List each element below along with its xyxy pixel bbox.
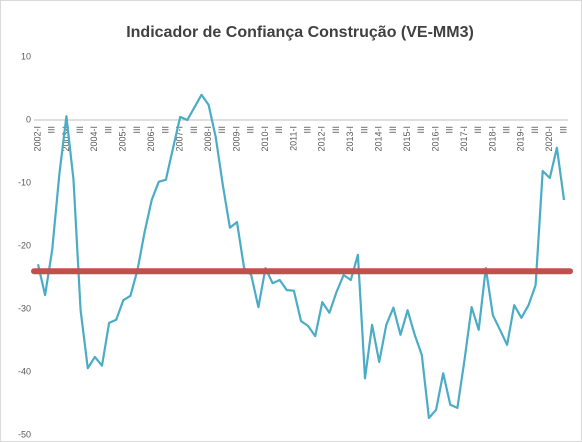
x-tick-label: III: [75, 126, 85, 134]
x-tick-label: III: [558, 126, 568, 134]
x-tick-label: 2003-I: [61, 126, 71, 152]
x-tick-label: 2006-I: [146, 126, 156, 152]
x-tick-label: 2015-I: [402, 126, 412, 152]
x-tick-label: III: [189, 126, 199, 134]
x-tick-label: 2013-I: [345, 126, 355, 152]
x-tick-label: 2017-I: [459, 126, 469, 152]
chart-title: Indicador de Confiança Construção (VE-MM…: [126, 24, 474, 41]
x-tick-label: 2011-I: [288, 126, 298, 151]
y-tick-label: 10: [21, 51, 31, 61]
y-tick-label: -20: [18, 240, 31, 250]
x-tick-label: 2002-I: [32, 126, 42, 152]
y-tick-label: -10: [18, 177, 31, 187]
x-tick-label: 2016-I: [430, 126, 440, 152]
x-tick-label: 2008-I: [203, 126, 213, 152]
y-tick-label: -30: [18, 303, 31, 313]
y-tick-label: -50: [18, 429, 31, 439]
x-tick-label: 2007-I: [175, 126, 185, 152]
x-tick-label: III: [331, 126, 341, 134]
x-tick-label: III: [47, 126, 57, 134]
x-tick-label: III: [359, 126, 369, 134]
x-tick-label: 2019-I: [516, 126, 526, 152]
x-tick-label: III: [302, 126, 312, 134]
x-tick-label: III: [246, 126, 256, 134]
x-tick-label: III: [530, 126, 540, 134]
x-tick-label: III: [473, 126, 483, 134]
y-tick-label: 0: [26, 114, 31, 124]
x-tick-label: III: [274, 126, 284, 134]
x-tick-label: 2018-I: [487, 126, 497, 152]
x-tick-label: III: [445, 126, 455, 134]
x-tick-label: III: [416, 126, 426, 134]
x-tick-label: III: [132, 126, 142, 134]
x-tick-label: 2010-I: [260, 126, 270, 152]
x-tick-label: 2009-I: [231, 126, 241, 152]
x-tick-label: 2004-I: [89, 126, 99, 152]
x-tick-label: III: [388, 126, 398, 134]
x-tick-label: 2020-I: [544, 126, 554, 152]
x-tick-label: III: [502, 126, 512, 134]
x-tick-label: 2012-I: [317, 126, 327, 152]
x-tick-label: III: [217, 126, 227, 134]
y-tick-label: -40: [18, 366, 31, 376]
x-tick-label: 2005-I: [118, 126, 128, 152]
data-line: [36, 93, 566, 420]
x-tick-label: 2014-I: [374, 126, 384, 152]
x-tick-label: III: [103, 126, 113, 134]
x-tick-label: III: [160, 126, 170, 134]
